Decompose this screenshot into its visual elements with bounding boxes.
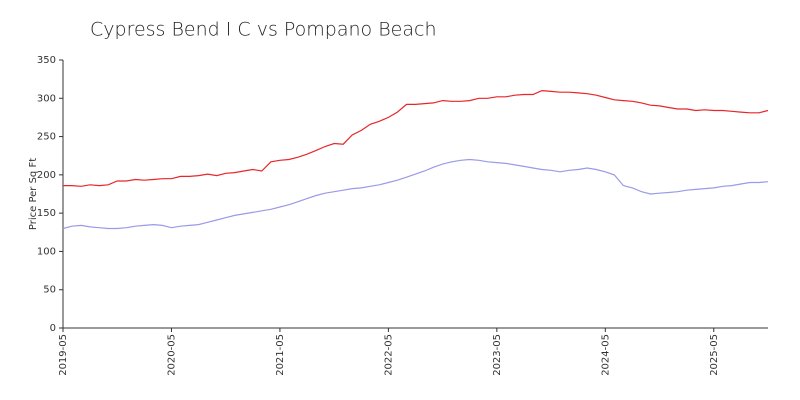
y-tick-label: 50 [43,285,56,296]
y-tick-label: 250 [37,132,56,143]
y-tick-label: 150 [37,208,56,219]
y-tick-label: 300 [37,93,56,104]
x-tick-label: 2021-05 [275,334,286,376]
x-tick-label: 2020-05 [166,334,177,376]
series-line [63,89,769,187]
x-tick-label: 2023-05 [492,334,503,376]
y-tick-label: 0 [50,323,56,334]
chart-title: Cypress Bend I C vs Pompano Beach [90,19,436,41]
x-tick-label: 2019-05 [58,334,69,376]
y-tick-label: 100 [37,246,56,257]
y-axis-label: Price Per Sq Ft [28,158,39,230]
y-tick-label: 350 [37,55,56,66]
x-tick-label: 2022-05 [383,334,394,376]
series-line [62,158,769,230]
x-tick-label: 2025-05 [709,334,720,376]
y-tick-label: 200 [37,170,56,181]
x-tick-label: 2024-05 [600,334,611,376]
